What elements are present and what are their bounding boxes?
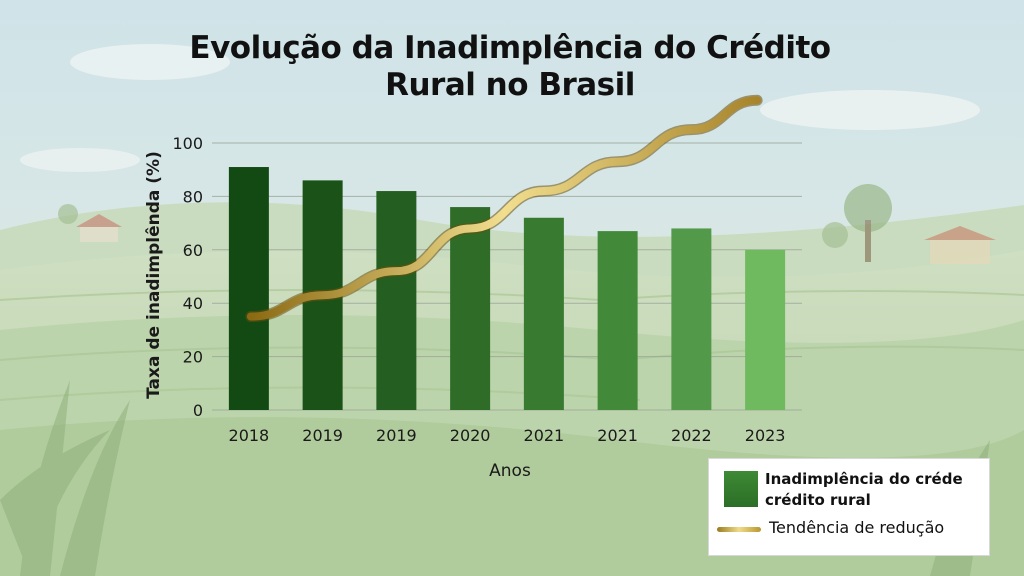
bar [376,191,417,410]
x-tick-label: 2018 [229,426,270,445]
x-tick-label: 2022 [671,426,712,445]
x-tick-label: 2021 [524,426,565,445]
legend-bar-swatch [724,471,758,507]
bars [228,167,786,410]
y-tick-label: 0 [193,401,203,420]
gridlines [212,142,802,411]
y-tick-labels: 0 20 40 60 80 100 [172,134,203,420]
legend-line-label: Tendência de redução [769,518,945,537]
trend-line-group [245,94,763,323]
chart-title-line-2: Rural no Brasil [385,67,635,103]
bar [228,167,269,410]
y-axis-label: Taxa de inadimplênda (%) [144,151,164,399]
x-tick-label: 2021 [597,426,638,445]
y-tick-label: 80 [183,187,203,206]
chart-title-line-1: Evolução da Inadimplência do Crédito [189,30,831,66]
legend: Inadimplência do créde crédito rural Ten… [708,458,990,556]
x-tick-label: 2019 [302,426,343,445]
y-tick-label: 100 [172,134,203,153]
legend-bar-label: Inadimplência do créde crédito rural [765,470,963,509]
x-axis-label: Anos [489,461,531,481]
trend-line [246,96,762,321]
bar [597,231,638,410]
x-tick-label: 2020 [450,426,491,445]
y-tick-label: 20 [183,348,203,367]
y-tick-label: 40 [183,294,203,313]
bar [671,228,712,410]
legend-line-swatch [717,527,761,532]
x-tick-label: 2023 [745,426,786,445]
bar [745,249,786,410]
bar [450,207,491,410]
x-tick-label: 2019 [376,426,417,445]
x-tick-labels: 2018 2019 2019 2020 2021 2021 2022 2023 [229,426,786,445]
bar [523,217,564,410]
y-tick-label: 60 [183,241,203,260]
